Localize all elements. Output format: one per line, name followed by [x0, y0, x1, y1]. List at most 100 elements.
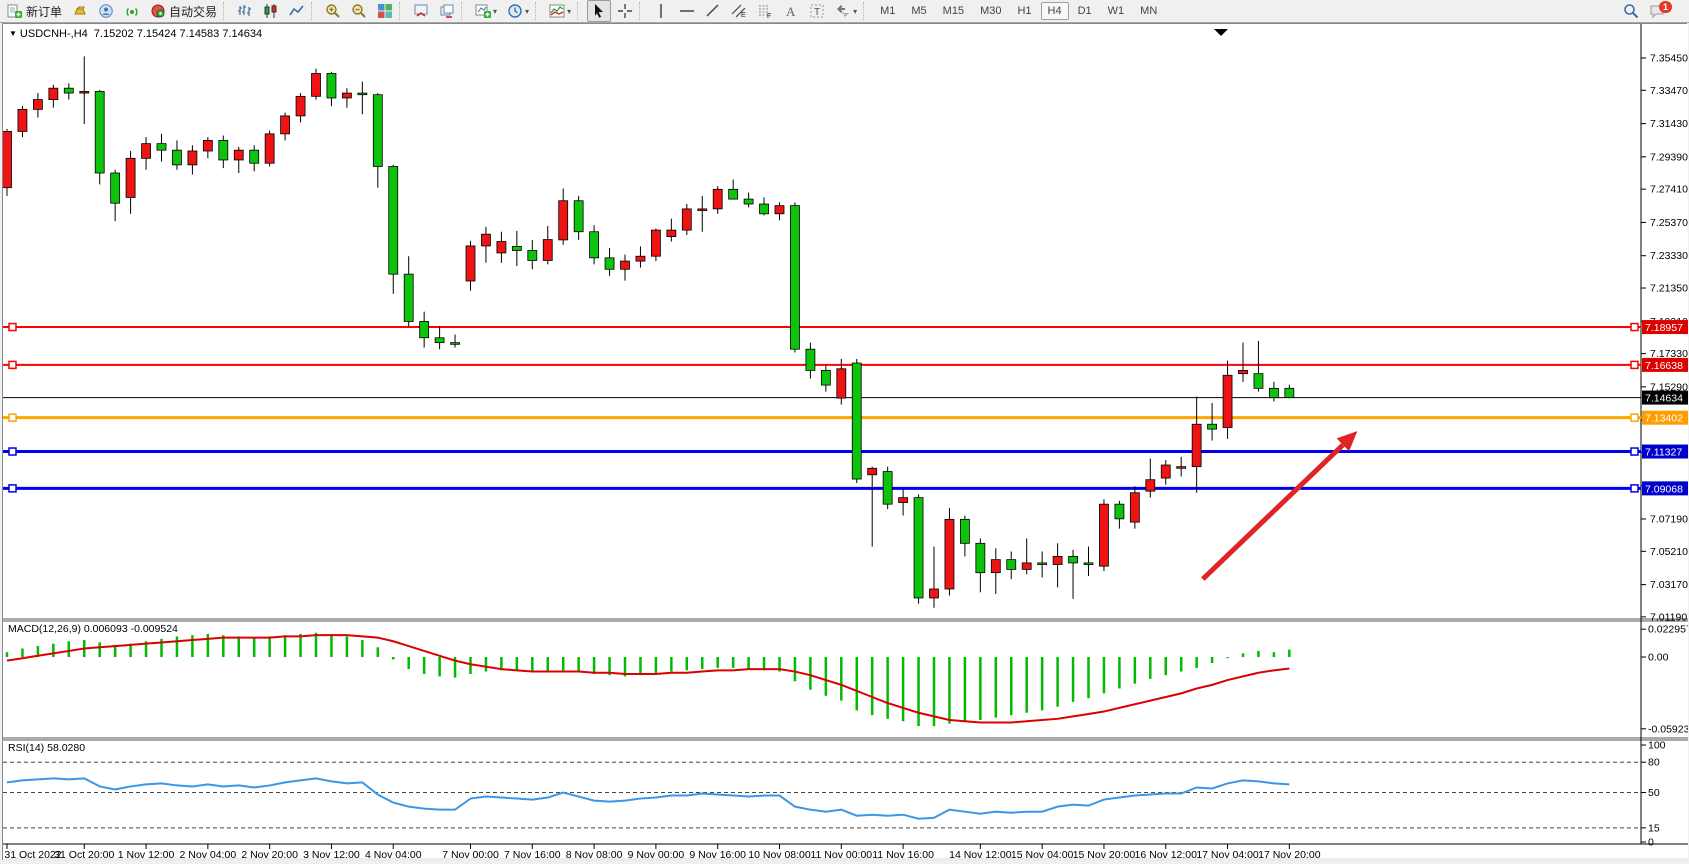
timeframe-button-D1[interactable]: D1 — [1077, 5, 1092, 17]
chevron-down-icon[interactable]: ▾ — [567, 6, 572, 16]
zoom-in-button[interactable] — [321, 0, 345, 22]
vline-button[interactable] — [649, 0, 673, 22]
toolbar-separator — [577, 2, 585, 20]
toolbar-group-trade: 新订单 自动交易 — [2, 0, 222, 22]
chevron-down-icon[interactable]: ▾ — [525, 6, 530, 16]
candle-body-down — [975, 542, 986, 574]
svg-text:7.01190: 7.01190 — [1650, 611, 1687, 623]
timeframe-button-M30[interactable]: M30 — [980, 5, 1002, 17]
candle-body-down — [1284, 387, 1295, 398]
trendline-button[interactable] — [701, 0, 725, 22]
tile-windows-button[interactable] — [373, 0, 397, 22]
candle-body-up — [666, 229, 677, 238]
hline-handle[interactable] — [8, 322, 17, 332]
hline-button[interactable] — [675, 0, 699, 22]
chevron-down-icon[interactable]: ▾ — [493, 6, 498, 16]
cascade-button[interactable] — [435, 0, 459, 22]
chart-canvas[interactable]: 7.35450 7.33470 7.31430 7.29390 7.27410 7.253… — [3, 24, 1688, 861]
chevron-down-icon[interactable]: ▾ — [853, 6, 858, 16]
crosshair-button[interactable] — [613, 0, 637, 22]
toolbar-separator — [311, 2, 319, 20]
gold-button[interactable] — [68, 0, 92, 22]
timeframe-button-M5[interactable]: M5 — [911, 5, 927, 17]
timeframe-button-H1[interactable]: H1 — [1017, 5, 1032, 17]
svg-text:F: F — [767, 13, 771, 19]
candle-body-down — [249, 149, 260, 164]
time-axis[interactable] — [3, 846, 1688, 861]
shapes-button[interactable]: ▾ — [831, 0, 861, 22]
chat-button[interactable]: 1 — [1645, 0, 1682, 22]
text-button[interactable]: A — [779, 0, 803, 22]
candle-body-up — [79, 91, 90, 94]
hline-handle[interactable] — [1630, 360, 1639, 370]
chart-line-button[interactable] — [285, 0, 309, 22]
candle-body-down — [388, 166, 399, 275]
chart-bars-button[interactable] — [233, 0, 257, 22]
channel-button[interactable]: E — [727, 0, 751, 22]
fibonacci-icon: F — [757, 3, 773, 19]
timeframe-button-H4[interactable]: H4 — [1040, 2, 1069, 20]
hline-handle[interactable] — [8, 360, 17, 370]
zoom-out-button[interactable] — [347, 0, 371, 22]
macd-signal-line — [6, 634, 1290, 724]
profiles-button[interactable]: ▾ — [503, 0, 533, 22]
hline-handle[interactable] — [8, 447, 17, 456]
community-button[interactable] — [94, 0, 118, 22]
auto-arrange-button[interactable] — [409, 0, 433, 22]
signals-button[interactable] — [120, 0, 144, 22]
rsi-line — [6, 777, 1290, 820]
candle-body-down — [110, 172, 121, 204]
tile-windows-icon — [377, 3, 393, 19]
trendline-icon — [705, 3, 721, 19]
hline-handle[interactable] — [8, 413, 17, 422]
toolbar-separator — [535, 2, 543, 20]
candle-body-down — [882, 471, 893, 505]
text-label-button[interactable]: T — [805, 0, 829, 22]
gold-icon — [72, 3, 88, 19]
main-toolbar: 新订单 自动交易 ▾ ▾ ▾ E F A T ▾ M1 M5 M15 M30 H1 H4 D1 W1 MN 1 — [0, 0, 1689, 23]
candle-body-down — [805, 348, 816, 371]
hline-handle[interactable] — [1630, 322, 1639, 332]
new-order-button[interactable]: 新订单 — [3, 0, 66, 22]
toolbar-separator — [399, 2, 407, 20]
candle-body-up — [295, 95, 306, 117]
autotrading-icon — [150, 3, 166, 19]
timeframe-button-M1[interactable]: M1 — [880, 5, 896, 17]
candle-body-up — [125, 157, 136, 198]
indicators-button[interactable]: ▾ — [545, 0, 575, 22]
candle-body-up — [1129, 492, 1140, 523]
svg-text:7.16638: 7.16638 — [1645, 360, 1683, 372]
timeframe-button-W1[interactable]: W1 — [1107, 5, 1125, 17]
chart-shift-marker[interactable] — [1214, 29, 1228, 36]
toolbar-group-objects: E F A T ▾ — [648, 0, 862, 22]
candle-body-up — [712, 188, 723, 210]
symbol-dropdown-icon[interactable]: ▼ — [9, 29, 17, 38]
cursor-button[interactable] — [587, 0, 612, 22]
svg-text:-0.059235: -0.059235 — [1648, 723, 1688, 735]
svg-text:7.29390: 7.29390 — [1650, 151, 1688, 163]
candle-body-down — [372, 94, 383, 167]
fibonacci-button[interactable]: F — [753, 0, 777, 22]
svg-text:7.23330: 7.23330 — [1650, 250, 1688, 262]
candle-body-up — [774, 205, 785, 215]
timeframe-button-M15[interactable]: M15 — [942, 5, 965, 17]
hline-handle[interactable] — [1630, 413, 1639, 422]
candle-body-down — [1269, 387, 1279, 399]
trend-arrow[interactable] — [1201, 431, 1358, 581]
timeframe-button-MN[interactable]: MN — [1140, 5, 1158, 17]
new-chart-button[interactable]: ▾ — [471, 0, 501, 22]
search-button[interactable] — [1619, 0, 1643, 22]
chart-window[interactable]: 7.35450 7.33470 7.31430 7.29390 7.27410 7.253… — [2, 23, 1688, 861]
hline-handle[interactable] — [1630, 447, 1639, 456]
cascade-icon — [439, 3, 455, 19]
svg-text:7.07190: 7.07190 — [1650, 514, 1688, 526]
candle-body-up — [341, 92, 352, 99]
hline-handle[interactable] — [1630, 484, 1639, 493]
candle-body-up — [558, 200, 569, 241]
hline-handle[interactable] — [8, 484, 17, 493]
chart-candles-button[interactable] — [259, 0, 283, 22]
candle-body-down — [1068, 555, 1078, 564]
autotrading-button[interactable]: 自动交易 — [146, 0, 221, 22]
candle-body-up — [187, 150, 198, 166]
text-label-icon: T — [809, 3, 825, 19]
